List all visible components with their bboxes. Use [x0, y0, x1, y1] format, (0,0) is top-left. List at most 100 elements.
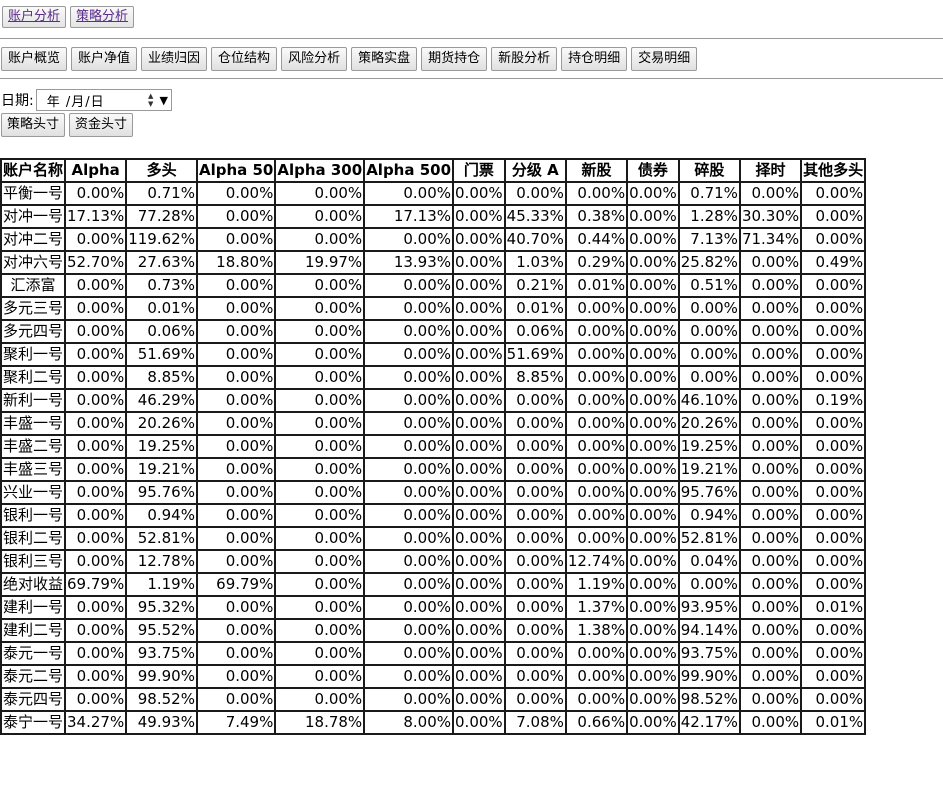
- table-row: 聚利一号 0.00% 51.69% 0.00% 0.00% 0.00% 0.00% 51.69…: [0, 342, 867, 367]
- table-cell: 0.00%: [626, 664, 680, 689]
- spinner-icon[interactable]: ▲ ▼: [148, 92, 154, 108]
- table-cell: 0.00%: [503, 526, 567, 551]
- table-cell: 0.00%: [800, 227, 867, 252]
- table-cell: 52.81%: [677, 526, 741, 551]
- date-input[interactable]: 年 /月/日 ▲ ▼ ▼: [35, 89, 172, 111]
- table-row: 泰元一号 0.00% 93.75% 0.00% 0.00% 0.00% 0.00% 0.00%…: [0, 641, 867, 666]
- position-table: 账户名称 Alpha 多头 Alpha 50 Alpha 300 Alpha 500 门票分…: [0, 158, 867, 735]
- table-cell: 0.00%: [64, 181, 128, 206]
- divider: [0, 78, 943, 79]
- table-cell: 0.00%: [195, 549, 277, 574]
- table-cell: 0.00%: [564, 434, 629, 459]
- account-name-cell: 泰元四号: [0, 687, 67, 712]
- table-cell: 20.26%: [677, 411, 741, 436]
- account-name-cell: 丰盛二号: [0, 434, 67, 459]
- table-cell: 0.00%: [564, 411, 629, 436]
- table-cell: 0.00%: [195, 641, 277, 666]
- table-cell: 0.00%: [64, 434, 128, 459]
- column-header: 择时: [738, 158, 803, 183]
- nav-button-position-structure[interactable]: 仓位结构: [211, 47, 278, 71]
- table-cell: 0.00%: [195, 181, 277, 206]
- account-name-cell: 绝对收益: [0, 572, 67, 597]
- table-cell: 0.00%: [738, 296, 803, 321]
- table-cell: 0.00%: [363, 526, 455, 551]
- date-row: 日期: 年 /月/日 ▲ ▼ ▼: [1, 89, 172, 111]
- table-cell: 0.00%: [626, 710, 680, 735]
- table-cell: 0.00%: [738, 342, 803, 367]
- table-cell: 95.52%: [125, 618, 198, 643]
- table-cell: 0.00%: [195, 526, 277, 551]
- account-name-cell: 兴业一号: [0, 480, 67, 505]
- dropdown-arrow-icon[interactable]: ▼: [159, 93, 168, 107]
- table-cell: 0.00%: [64, 618, 128, 643]
- table-cell: 0.29%: [564, 250, 629, 275]
- table-cell: 7.13%: [677, 227, 741, 252]
- nav-button-trade-details[interactable]: 交易明细: [631, 47, 698, 71]
- table-cell: 0.51%: [677, 273, 741, 298]
- table-cell: 0.00%: [503, 687, 567, 712]
- table-cell: 1.37%: [564, 595, 629, 620]
- table-cell: 0.00%: [64, 687, 128, 712]
- table-cell: 0.00%: [195, 319, 277, 344]
- table-cell: 0.00%: [195, 365, 277, 390]
- nav-button-account-overview[interactable]: 账户概览: [1, 47, 68, 71]
- account-name-cell: 银利二号: [0, 526, 67, 551]
- table-cell: 0.00%: [564, 641, 629, 666]
- table-cell: 0.00%: [195, 296, 277, 321]
- table-cell: 0.00%: [738, 480, 803, 505]
- table-cell: 8.85%: [503, 365, 567, 390]
- table-cell: 52.81%: [125, 526, 198, 551]
- table-row: 兴业一号 0.00% 95.76% 0.00% 0.00% 0.00% 0.00% 0.00%…: [0, 480, 867, 505]
- nav-button-performance-attribution[interactable]: 业绩归因: [141, 47, 208, 71]
- table-cell: 0.00%: [363, 664, 455, 689]
- table-cell: 0.00%: [800, 296, 867, 321]
- nav-button-holding-details[interactable]: 持仓明细: [561, 47, 628, 71]
- account-name-cell: 对冲二号: [0, 227, 67, 252]
- table-cell: 0.66%: [564, 710, 629, 735]
- table-cell: 0.00%: [452, 526, 506, 551]
- table-cell: 0.00%: [626, 595, 680, 620]
- table-cell: 0.00%: [452, 342, 506, 367]
- table-row: 对冲六号 52.70% 27.63% 18.80% 19.97% 13.93% 0.00% 1…: [0, 250, 867, 275]
- table-cell: 0.00%: [452, 618, 506, 643]
- nav-button-strategy-live[interactable]: 策略实盘: [351, 47, 418, 71]
- table-row: 银利一号 0.00% 0.94% 0.00% 0.00% 0.00% 0.00% 0.00% 0…: [0, 503, 867, 528]
- table-cell: 0.00%: [626, 181, 680, 206]
- table-cell: 1.03%: [503, 250, 567, 275]
- table-cell: 0.00%: [677, 296, 741, 321]
- fund-position-button[interactable]: 资金头寸: [69, 113, 134, 137]
- table-cell: 49.93%: [125, 710, 198, 735]
- table-cell: 0.00%: [274, 526, 366, 551]
- tab-account-analysis[interactable]: 账户分析: [2, 6, 67, 28]
- table-cell: 0.00%: [195, 342, 277, 367]
- table-cell: 0.00%: [452, 572, 506, 597]
- table-cell: 0.00%: [274, 388, 366, 413]
- strategy-position-button[interactable]: 策略头寸: [1, 113, 66, 137]
- table-cell: 1.28%: [677, 204, 741, 229]
- table-cell: 12.78%: [125, 549, 198, 574]
- column-header: Alpha 300: [274, 158, 366, 183]
- table-cell: 0.00%: [64, 296, 128, 321]
- nav-button-account-nav[interactable]: 账户净值: [71, 47, 138, 71]
- table-cell: 0.00%: [452, 388, 506, 413]
- nav-button-futures-positions[interactable]: 期货持仓: [421, 47, 488, 71]
- table-cell: 0.00%: [800, 457, 867, 482]
- table-cell: 0.00%: [626, 388, 680, 413]
- date-placeholder: 年 /月/日: [46, 94, 105, 110]
- nav-button-ipo-analysis[interactable]: 新股分析: [491, 47, 558, 71]
- table-cell: 0.00%: [195, 687, 277, 712]
- table-cell: 17.13%: [363, 204, 455, 229]
- table-cell: 0.00%: [626, 411, 680, 436]
- table-cell: 0.00%: [363, 411, 455, 436]
- table-cell: 0.00%: [626, 687, 680, 712]
- tab-strategy-analysis[interactable]: 策略分析: [70, 6, 135, 28]
- table-cell: 0.00%: [64, 503, 128, 528]
- table-cell: 0.00%: [626, 204, 680, 229]
- table-cell: 0.00%: [503, 572, 567, 597]
- table-cell: 0.94%: [125, 503, 198, 528]
- table-cell: 0.00%: [800, 664, 867, 689]
- nav-button-risk-analysis[interactable]: 风险分析: [281, 47, 348, 71]
- table-cell: 0.00%: [738, 526, 803, 551]
- account-name-cell: 银利三号: [0, 549, 67, 574]
- table-cell: 0.00%: [274, 480, 366, 505]
